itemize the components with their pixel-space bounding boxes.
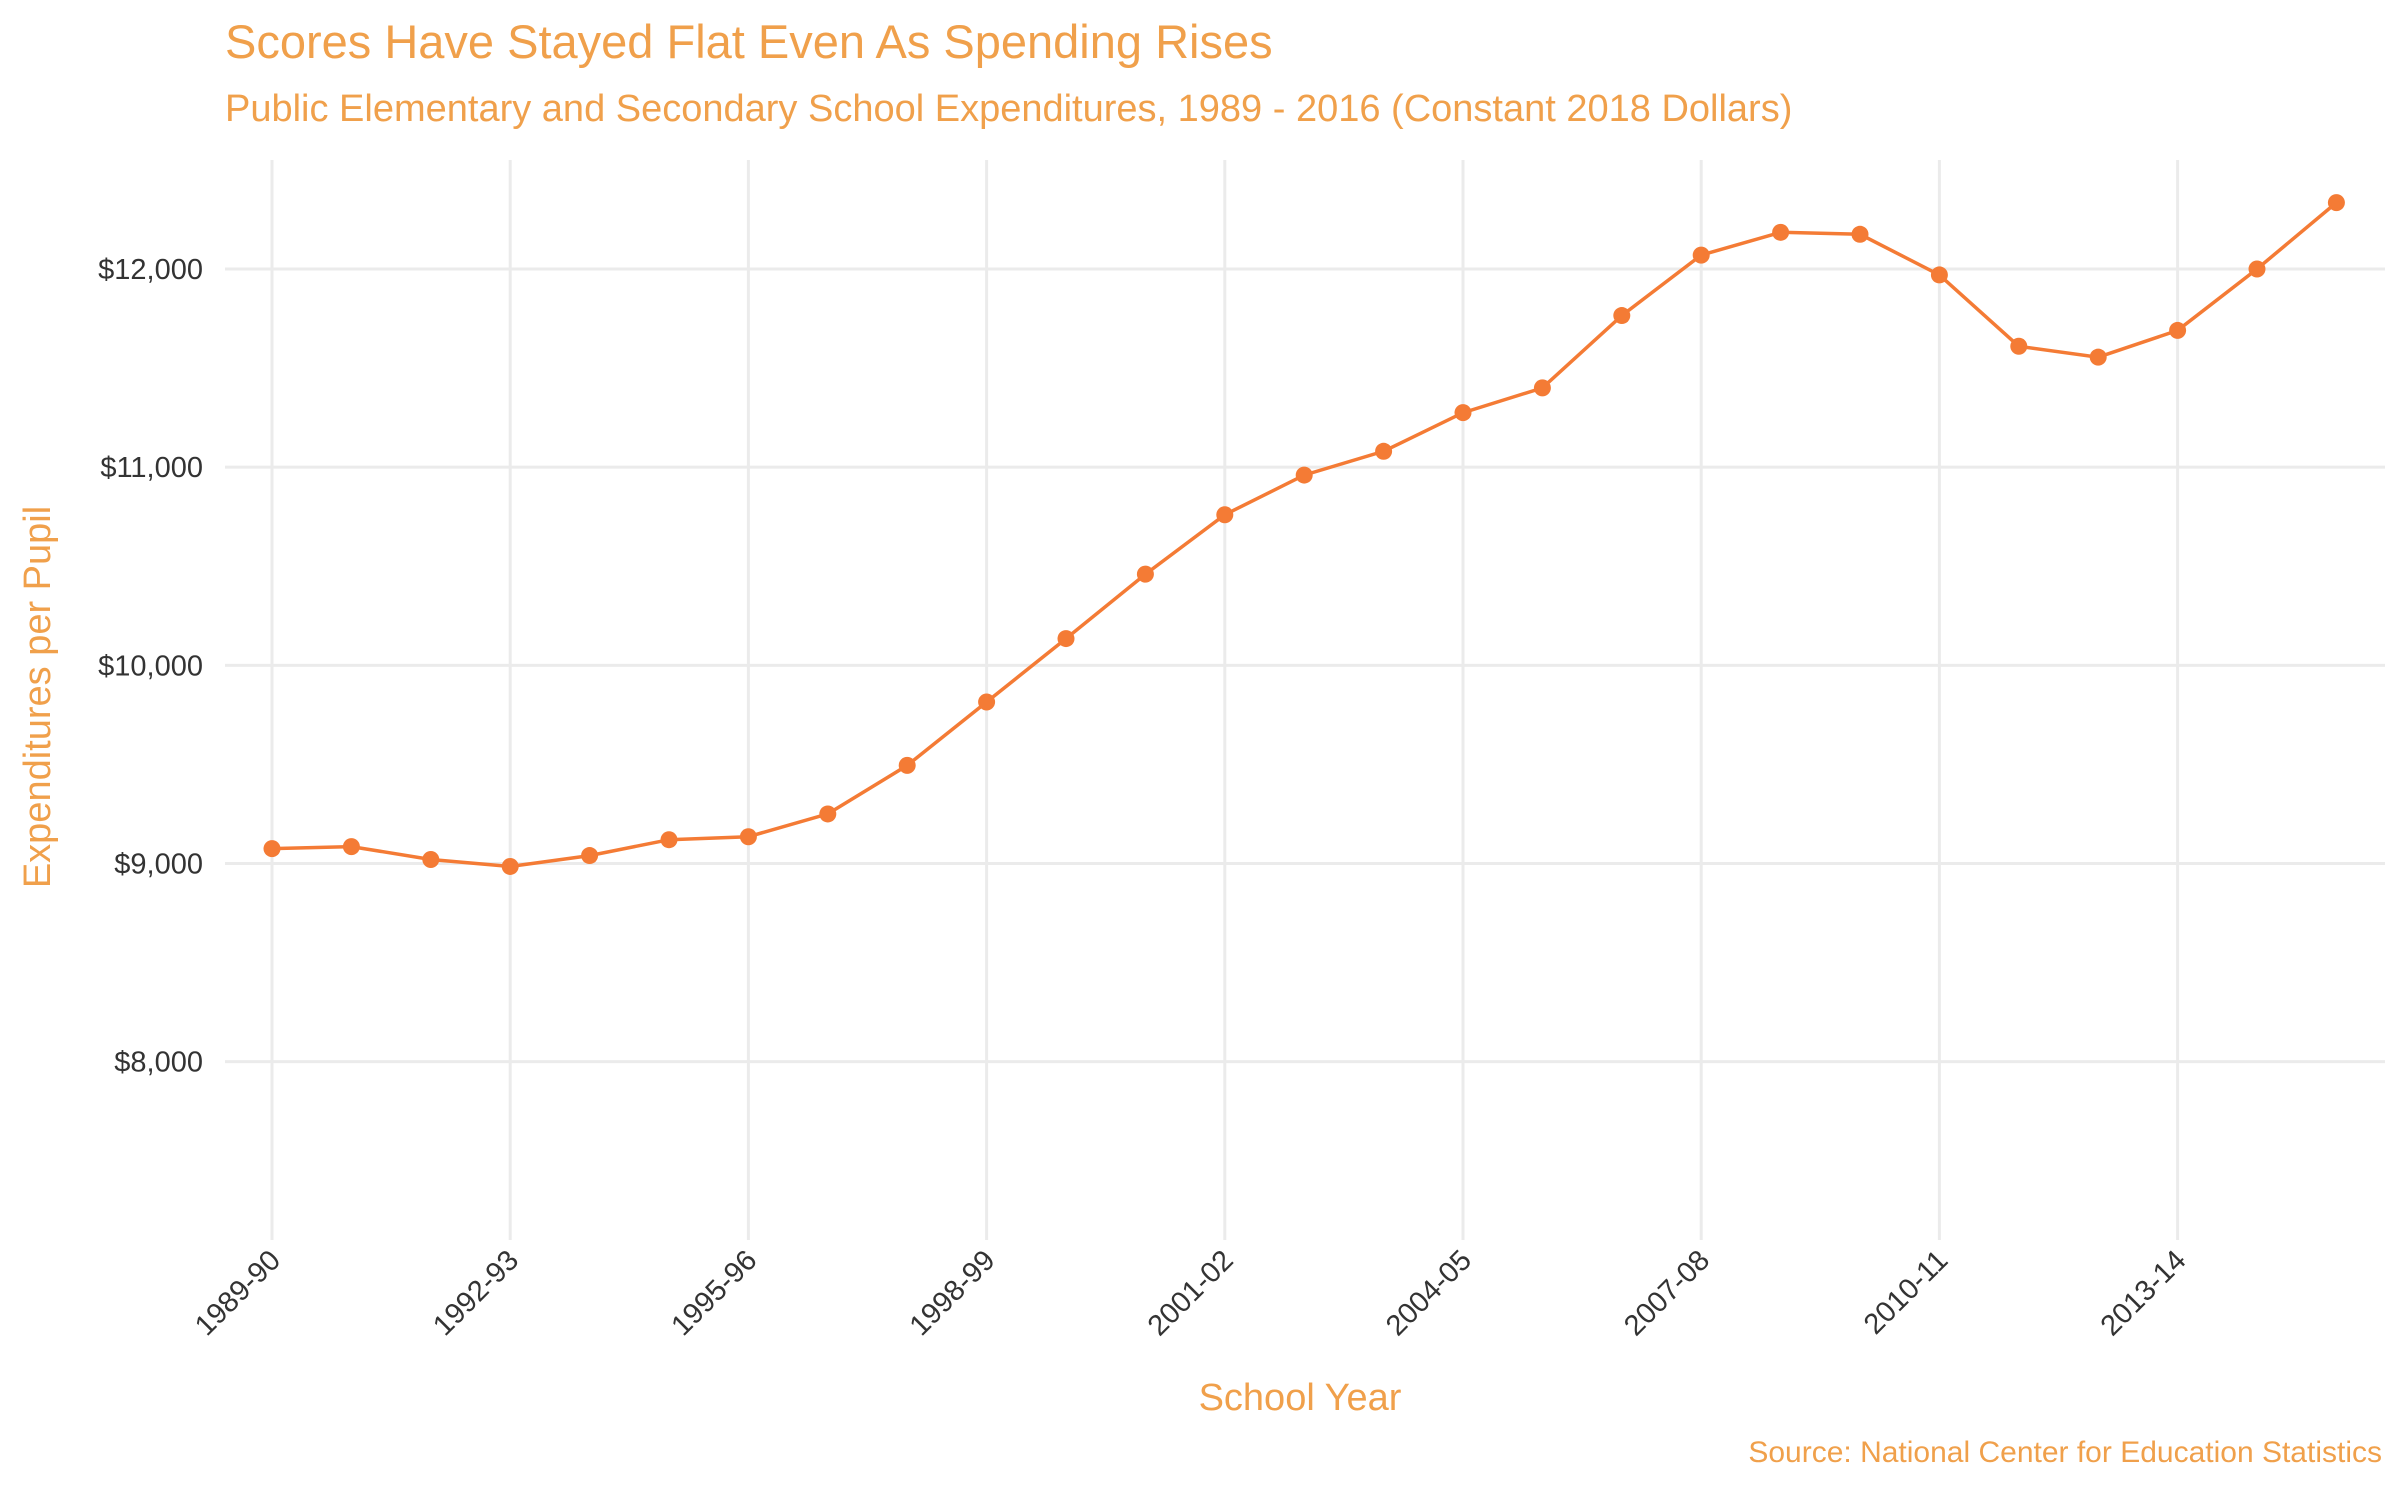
data-point <box>422 851 440 869</box>
chart-title: Scores Have Stayed Flat Even As Spending… <box>225 15 1273 68</box>
data-point <box>978 693 996 711</box>
series-line <box>271 201 2338 869</box>
y-tick-labels: $8,000 $9,000 $10,000 $11,000 $12,000 <box>98 254 203 1079</box>
data-point <box>2089 348 2107 366</box>
y-gridlines <box>225 267 2385 1064</box>
x-tick-label: 2013-14 <box>2095 1244 2193 1342</box>
x-tick-label: 2007-08 <box>1618 1244 1716 1342</box>
data-point <box>1692 246 1710 264</box>
data-point <box>1533 379 1551 397</box>
data-points <box>263 194 2345 875</box>
x-gridlines <box>270 160 2180 1240</box>
data-point <box>660 831 678 849</box>
y-tick-label: $11,000 <box>100 452 203 484</box>
data-point <box>1375 442 1393 460</box>
data-point <box>263 840 281 858</box>
data-point <box>2010 337 2028 355</box>
data-point <box>819 805 837 823</box>
data-point <box>2169 321 2187 339</box>
data-point <box>581 847 599 865</box>
data-point <box>2248 260 2266 278</box>
x-tick-labels: 1989-90 1992-93 1995-96 1998-99 2001-02 2004-… <box>189 1244 2192 1342</box>
data-point <box>2327 194 2345 212</box>
x-tick-label: 2004-05 <box>1380 1244 1478 1342</box>
data-point <box>342 838 360 856</box>
data-point <box>739 828 757 846</box>
x-tick-label: 2001-02 <box>1142 1244 1240 1342</box>
data-point <box>1295 466 1313 484</box>
x-axis-title: School Year <box>1199 1377 1402 1419</box>
data-point <box>501 857 519 875</box>
data-point <box>1057 630 1075 648</box>
data-point <box>898 756 916 774</box>
data-point <box>1454 404 1472 422</box>
data-point <box>1136 565 1154 583</box>
y-tick-label: $9,000 <box>114 848 203 880</box>
y-tick-label: $10,000 <box>98 650 203 682</box>
x-tick-label: 1995-96 <box>665 1244 763 1342</box>
chart-subtitle: Public Elementary and Secondary School E… <box>225 88 1793 130</box>
data-point <box>1772 223 1790 241</box>
data-point <box>1613 307 1631 325</box>
y-axis-title: Expenditures per Pupil <box>17 506 59 888</box>
x-tick-label: 2010-11 <box>1858 1244 1954 1340</box>
y-tick-label: $8,000 <box>114 1047 203 1079</box>
source-caption: Source: National Center for Education St… <box>1748 1436 2382 1469</box>
x-tick-label: 1989-90 <box>189 1244 287 1342</box>
x-tick-label: 1992-93 <box>427 1244 525 1342</box>
data-point <box>1851 225 1869 243</box>
data-point <box>1216 506 1234 524</box>
y-tick-label: $12,000 <box>98 254 203 286</box>
data-point <box>1930 266 1948 284</box>
x-tick-label: 1998-99 <box>904 1244 1002 1342</box>
